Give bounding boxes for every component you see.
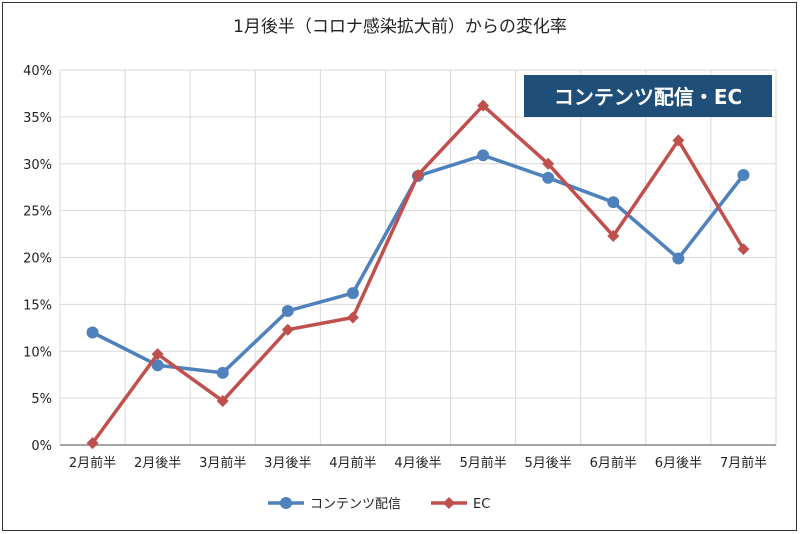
x-tick-label: 4月前半 bbox=[329, 455, 376, 471]
data-point-0 bbox=[542, 171, 555, 184]
chart-title: 1月後半（コロナ感染拡大前）からの変化率 bbox=[233, 17, 567, 37]
data-point-1 bbox=[607, 229, 620, 242]
y-tick-label: 35% bbox=[23, 111, 52, 126]
data-point-0 bbox=[607, 196, 620, 209]
x-tick-label: 3月後半 bbox=[264, 456, 311, 471]
x-tick-label: 5月後半 bbox=[525, 456, 572, 471]
y-tick-label: 0% bbox=[31, 439, 52, 454]
data-point-0 bbox=[86, 326, 99, 339]
x-tick-label: 2月前半 bbox=[69, 455, 116, 471]
y-tick-label: 25% bbox=[23, 205, 52, 220]
data-point-1 bbox=[477, 99, 490, 112]
data-point-0 bbox=[216, 366, 229, 379]
data-point-1 bbox=[346, 311, 359, 324]
legend-label-1: EC bbox=[473, 497, 490, 512]
legend-marker-0 bbox=[280, 497, 292, 509]
y-axis: 0% 5% 10% 15% 20% 25% 30% 35% 40% bbox=[23, 64, 52, 454]
y-tick-label: 30% bbox=[23, 158, 52, 173]
data-point-0 bbox=[737, 169, 750, 181]
y-tick-label: 10% bbox=[23, 345, 52, 360]
legend: コンテンツ配信 EC bbox=[268, 497, 490, 512]
data-point-0 bbox=[151, 359, 164, 372]
x-tick-label: 7月前半 bbox=[720, 455, 767, 471]
y-tick-label: 5% bbox=[31, 392, 52, 407]
data-point-1 bbox=[542, 157, 555, 170]
data-point-1 bbox=[281, 323, 294, 336]
y-tick-label: 40% bbox=[23, 64, 52, 79]
x-tick-label: 6月前半 bbox=[590, 455, 637, 471]
data-point-0 bbox=[477, 149, 490, 162]
x-axis: 2月前半 2月後半 3月前半 3月後半 4月前半 4月後半 5月前半 5月後半 6月前半 6月後半… bbox=[69, 455, 767, 471]
legend-label-0: コンテンツ配信 bbox=[310, 497, 401, 512]
data-point-1 bbox=[412, 169, 424, 181]
series-layer bbox=[86, 99, 750, 450]
data-point-0 bbox=[672, 252, 685, 265]
data-point-1 bbox=[151, 348, 164, 361]
legend-marker-1 bbox=[443, 497, 455, 509]
grid bbox=[59, 69, 777, 446]
data-point-1 bbox=[737, 243, 750, 256]
x-tick-label: 6月後半 bbox=[655, 456, 702, 471]
y-tick-label: 20% bbox=[23, 252, 52, 267]
data-point-1 bbox=[216, 394, 229, 407]
badge-label: コンテンツ配信・EC bbox=[554, 85, 742, 109]
badge-box bbox=[524, 75, 772, 117]
x-tick-label: 5月前半 bbox=[459, 455, 506, 471]
data-point-1 bbox=[86, 437, 99, 450]
data-point-0 bbox=[346, 287, 359, 300]
x-tick-label: 2月後半 bbox=[134, 456, 181, 471]
data-point-1 bbox=[672, 134, 685, 147]
x-tick-label: 3月前半 bbox=[199, 455, 246, 471]
data-point-0 bbox=[281, 304, 294, 317]
x-tick-label: 4月後半 bbox=[394, 456, 441, 471]
y-tick-label: 15% bbox=[23, 298, 52, 313]
